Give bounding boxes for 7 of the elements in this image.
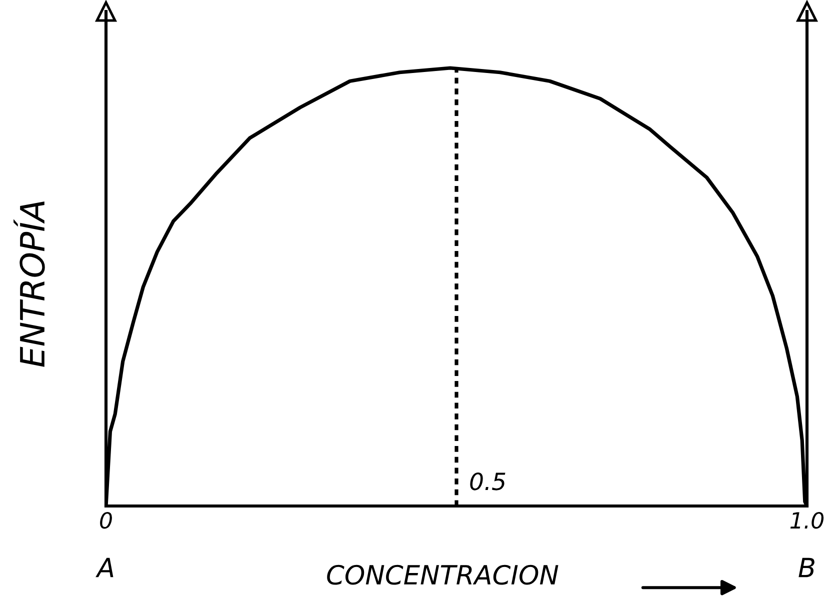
ref-line-label: 0.5	[470, 472, 506, 490]
y-axis-title: ENTROPÍA	[14, 202, 45, 367]
x-tick-label: 1.0	[790, 512, 824, 529]
x-tick-label: 0	[100, 512, 112, 529]
annotation: A	[96, 558, 114, 578]
x-axis-title: CONCENTRACION	[327, 564, 558, 585]
annotation: B	[798, 558, 814, 578]
